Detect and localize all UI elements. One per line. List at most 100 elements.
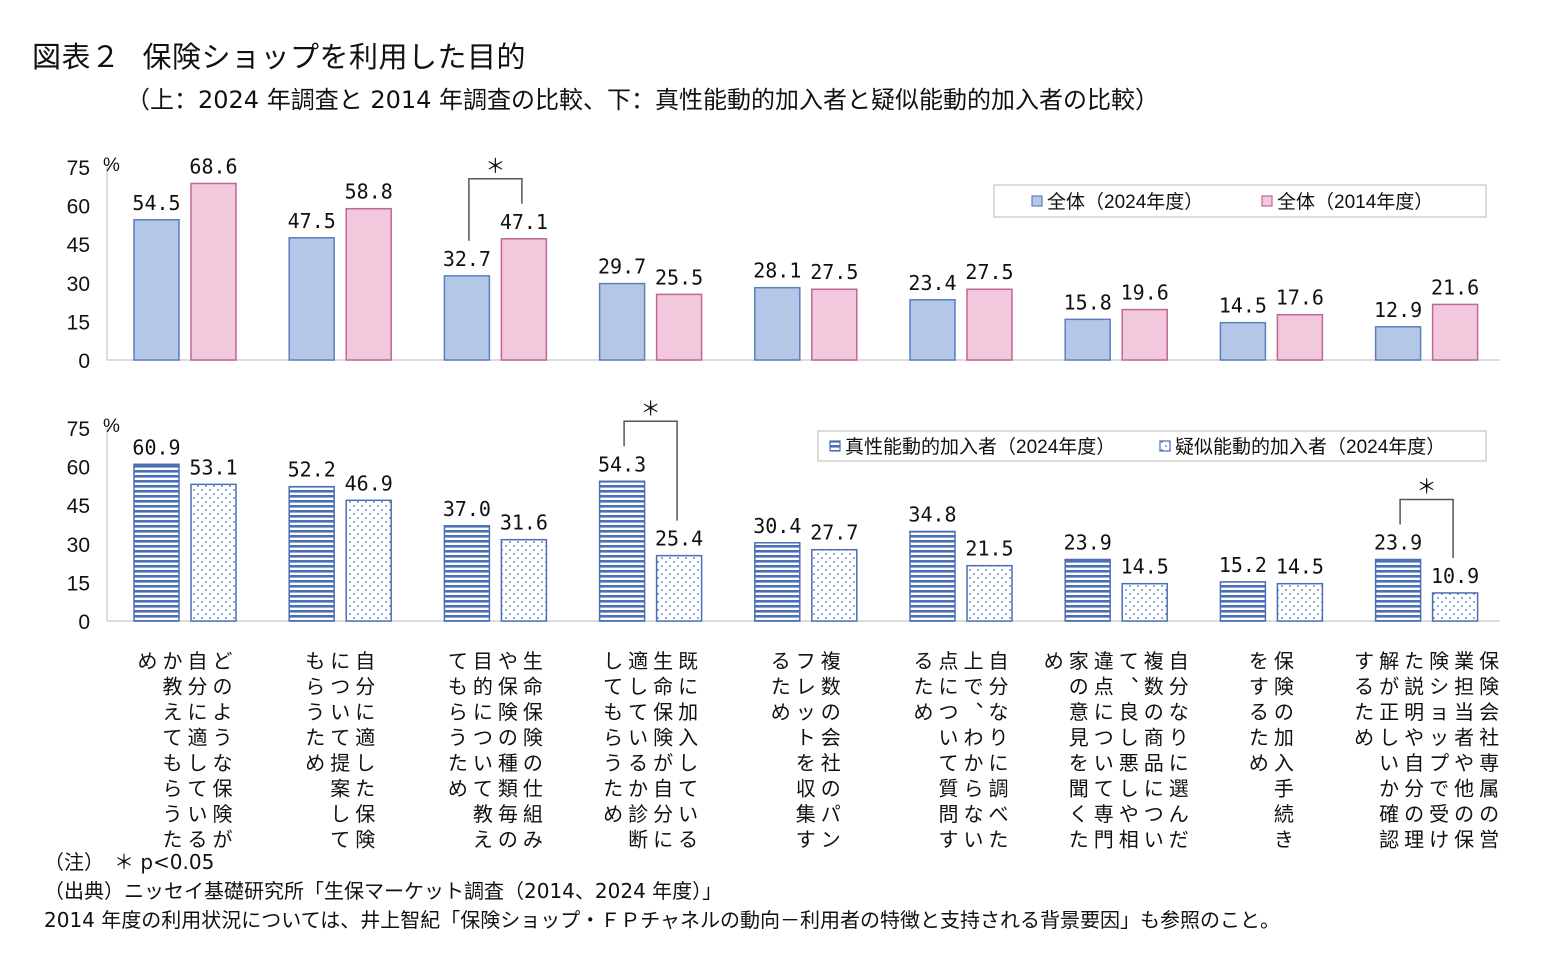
category-char: 適 [188, 727, 208, 750]
category-char: 専 [1479, 752, 1499, 775]
data-label: 29.7 [598, 255, 646, 279]
y-tick-label: 15 [67, 572, 90, 595]
category-char: ら [305, 677, 325, 699]
category-char: 問 [939, 804, 959, 826]
bar-series1-cat9 [1374, 326, 1422, 361]
category-char: が [213, 829, 233, 852]
category-char: 者 [1454, 727, 1474, 750]
data-label: 27.5 [810, 260, 858, 284]
category-char: 種 [498, 752, 518, 775]
category-char: を [796, 753, 816, 775]
figure-subtitle: （上：2024 年調査と 2014 年調査の比較、下：真性能動的加入者と疑似能動… [126, 86, 1160, 114]
category-char: ら [603, 728, 623, 750]
category-char: た [305, 728, 325, 750]
category-char: に [653, 830, 673, 852]
category-char: 明 [1404, 702, 1424, 724]
data-label: 47.5 [288, 209, 336, 233]
category-label-9: 保険会社専属の営業担当者や他の保険ショップで受けた説明や自分の理解が正しいか確認… [1354, 650, 1499, 852]
bar-series1-cat4 [598, 282, 646, 361]
y-tick-label: 60 [67, 457, 90, 480]
data-label: 58.8 [345, 180, 393, 204]
category-char: だ [1169, 830, 1189, 852]
category-char: つ [330, 677, 350, 699]
category-char: て [473, 779, 493, 801]
category-char: や [1454, 753, 1474, 775]
bar-series2-cat9 [1431, 303, 1479, 361]
category-char: か [628, 779, 648, 801]
category-char: 分 [1404, 778, 1424, 801]
legend-label: 疑似能動的加入者（2024年度） [1175, 436, 1445, 458]
category-char: 他 [1454, 778, 1474, 801]
y-tick-label: 75 [67, 418, 90, 441]
category-char: ッ [796, 702, 816, 724]
data-label: 37.0 [443, 497, 491, 521]
data-label: 23.4 [908, 271, 956, 295]
category-char: 分 [653, 803, 673, 826]
data-label: 15.2 [1219, 553, 1267, 577]
category-char: の [1404, 804, 1424, 826]
chart-bottom: 0 15 30 45 60 75 % 60.9 52.2 37.0 54.3 30.4 34.8 23.9… [67, 398, 1500, 634]
category-char: 険 [1274, 676, 1294, 699]
category-char: の [1479, 804, 1499, 826]
category-char: の [498, 728, 518, 750]
category-char: し [188, 753, 208, 775]
category-char: や [498, 651, 518, 673]
category-char: い [628, 728, 648, 750]
bar-series2-cat4 [655, 293, 703, 361]
category-char: め [448, 779, 468, 801]
category-char: な [1169, 702, 1189, 724]
notes: （注） ＊ p<0.05 （出典）ニッセイ基礎研究所「生保マーケット調査（201… [44, 848, 1280, 935]
category-char: た [1069, 830, 1089, 852]
category-char: た [771, 677, 791, 699]
category-char: る [771, 651, 791, 673]
data-label: 23.9 [1374, 530, 1422, 554]
category-char: 商 [1144, 727, 1164, 750]
category-char: に [939, 677, 959, 699]
category-char: 手 [1274, 778, 1294, 801]
category-char: た [1354, 702, 1374, 724]
category-char: で [964, 677, 984, 699]
significance-mark: ＊ [641, 398, 661, 420]
category-char: に [678, 677, 698, 699]
significance-bracket [623, 420, 678, 521]
y-axis-unit: % [103, 416, 120, 437]
category-char: 分 [355, 676, 375, 699]
category-char: 調 [989, 778, 1009, 801]
legend-swatch [1031, 195, 1043, 207]
category-char: て [1119, 651, 1139, 673]
legend-label: 全体（2014年度） [1277, 191, 1433, 213]
category-char: う [163, 804, 183, 826]
category-char: の [1454, 804, 1474, 826]
category-char: 類 [498, 778, 518, 801]
category-char: り [1169, 728, 1189, 750]
category-char: 質 [939, 778, 959, 801]
category-char: 険 [355, 829, 375, 852]
category-char: た [355, 779, 375, 801]
category-char: め [771, 702, 791, 724]
bar-series1-cat4 [598, 480, 646, 622]
category-char: 数 [1144, 676, 1164, 699]
legend-label: 真性能動的加入者（2024年度） [845, 436, 1115, 458]
category-char: 業 [1454, 650, 1474, 673]
data-label: 54.5 [132, 191, 180, 215]
category-char: 保 [653, 701, 673, 724]
data-label: 54.3 [598, 452, 646, 476]
category-char: の [1144, 702, 1164, 724]
category-char: て [678, 779, 698, 801]
category-char: 適 [628, 650, 648, 673]
category-char: に [1144, 779, 1164, 801]
category-char: 相 [1119, 829, 1139, 852]
y-tick-label: 0 [78, 350, 90, 373]
category-char: 診 [628, 803, 648, 826]
category-char: に [188, 702, 208, 724]
category-char: ん [1169, 804, 1189, 826]
category-char: や [1119, 804, 1139, 826]
category-char: パ [821, 804, 841, 826]
category-label-7: 自分なりに選んだ複数の商品について、良し悪しや相違点について専門家の意見を聞くた… [1044, 650, 1189, 852]
category-char: 担 [1454, 676, 1474, 699]
y-tick-label: 60 [67, 196, 90, 219]
category-char: か [964, 753, 984, 775]
category-char: め [603, 804, 623, 826]
category-char: た [1404, 651, 1424, 673]
